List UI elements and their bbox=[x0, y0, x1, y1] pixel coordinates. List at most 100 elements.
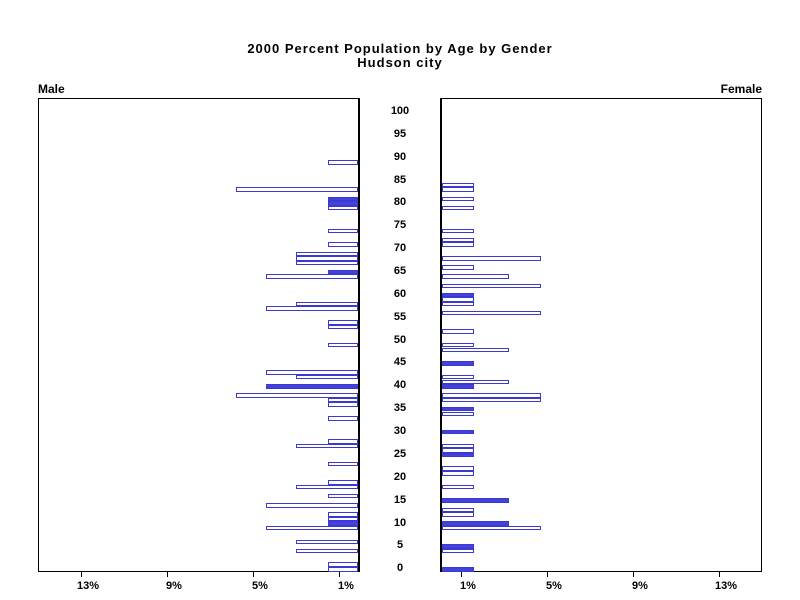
male-bar-age-27 bbox=[296, 443, 358, 448]
female-bar-age-38 bbox=[442, 393, 541, 398]
female-tick-1pct bbox=[461, 572, 462, 577]
age-tick-label-60: 60 bbox=[393, 287, 407, 300]
female-bar-age-34 bbox=[442, 411, 474, 416]
age-tick-label-30: 30 bbox=[393, 425, 407, 437]
female-panel-label: Female bbox=[720, 82, 762, 96]
female-bar-age-40 bbox=[442, 384, 474, 389]
chart-subtitle: Hudson city bbox=[357, 55, 443, 70]
male-bar-age-33 bbox=[328, 416, 358, 421]
female-bar-age-25 bbox=[442, 452, 474, 458]
age-tick-label-5: 5 bbox=[396, 539, 404, 552]
male-tick-label-5pct: 5% bbox=[252, 580, 268, 592]
male-bar-age-79 bbox=[328, 205, 358, 211]
female-bar-age-60 bbox=[442, 292, 474, 298]
female-bar-age-35 bbox=[442, 406, 474, 412]
age-tick-label-95: 95 bbox=[393, 127, 407, 140]
male-bar-age-42 bbox=[296, 374, 358, 380]
male-bar-age-89 bbox=[328, 160, 358, 165]
age-tick-label-10: 10 bbox=[393, 516, 407, 529]
male-bar-age-4 bbox=[296, 548, 358, 554]
male-tick-label-9pct: 9% bbox=[166, 580, 182, 592]
female-bar-age-52 bbox=[442, 329, 474, 334]
female-axis-ticks bbox=[440, 572, 762, 577]
female-bar-age-71 bbox=[442, 242, 474, 247]
female-panel bbox=[440, 98, 762, 572]
female-bar-age-0 bbox=[442, 567, 474, 572]
male-bar-age-14 bbox=[266, 503, 358, 508]
male-bar-age-58 bbox=[296, 301, 358, 307]
female-bar-age-58 bbox=[442, 301, 474, 307]
female-bar-age-84 bbox=[442, 182, 474, 188]
male-bar-age-49 bbox=[328, 342, 358, 348]
age-tick-label-85: 85 bbox=[393, 173, 407, 186]
male-bar-age-12 bbox=[328, 512, 358, 517]
female-bar-age-83 bbox=[442, 187, 474, 192]
female-tick-label-9pct: 9% bbox=[632, 580, 648, 592]
male-tick-label-13pct: 13% bbox=[76, 580, 100, 592]
age-axis: 0 5 10 15 20 25 30 35 40 45 50 55 60 65 70 75 80 85 90 95 10… bbox=[360, 98, 440, 575]
age-tick-label-70: 70 bbox=[393, 242, 407, 255]
female-bar-age-62 bbox=[442, 283, 541, 288]
female-bar-age-21 bbox=[442, 471, 474, 476]
male-bar-age-19 bbox=[328, 480, 358, 485]
male-axis-ticks bbox=[38, 572, 360, 577]
male-panel bbox=[38, 98, 360, 572]
male-tick-1pct bbox=[339, 572, 340, 577]
female-bar-age-68 bbox=[442, 256, 541, 261]
female-tick-label-13pct: 13% bbox=[714, 580, 738, 592]
male-bar-age-68 bbox=[296, 256, 358, 261]
female-tick-13pct bbox=[719, 572, 720, 577]
female-bar-age-4 bbox=[442, 548, 474, 554]
male-bar-age-1 bbox=[328, 562, 358, 567]
female-bar-age-37 bbox=[442, 397, 541, 403]
age-tick-label-90: 90 bbox=[393, 150, 407, 163]
age-tick-label-65: 65 bbox=[393, 265, 407, 277]
male-bar-age-57 bbox=[266, 306, 358, 311]
male-tick-label-1pct: 1% bbox=[338, 580, 354, 592]
female-tick-9pct bbox=[633, 572, 634, 577]
female-bar-age-10 bbox=[442, 521, 509, 526]
female-bar-age-81 bbox=[442, 196, 474, 202]
age-tick-label-80: 80 bbox=[393, 196, 407, 209]
female-bar-age-26 bbox=[442, 448, 474, 453]
age-tick-label-0: 0 bbox=[396, 562, 404, 575]
age-tick-label-40: 40 bbox=[393, 379, 407, 392]
male-bar-age-10 bbox=[328, 521, 358, 526]
female-bar-age-64 bbox=[442, 274, 509, 279]
age-tick-label-75: 75 bbox=[393, 219, 407, 232]
male-bar-age-23 bbox=[328, 461, 358, 467]
male-tick-13pct bbox=[81, 572, 82, 577]
female-bar-age-22 bbox=[442, 466, 474, 471]
male-bar-age-40 bbox=[266, 384, 358, 389]
female-bar-age-15 bbox=[442, 498, 509, 503]
male-bar-age-36 bbox=[328, 402, 358, 407]
male-tick-9pct bbox=[167, 572, 168, 577]
male-bar-age-9 bbox=[266, 525, 358, 531]
female-bar-age-30 bbox=[442, 429, 474, 435]
age-tick-label-35: 35 bbox=[393, 402, 407, 415]
female-bar-age-56 bbox=[442, 310, 541, 316]
male-bar-age-43 bbox=[266, 370, 358, 375]
age-tick-label-25: 25 bbox=[393, 447, 407, 460]
age-tick-label-50: 50 bbox=[393, 333, 407, 346]
male-bar-age-38 bbox=[236, 393, 358, 398]
male-bar-age-16 bbox=[328, 493, 358, 499]
female-bar-age-12 bbox=[442, 512, 474, 517]
female-bar-age-42 bbox=[442, 374, 474, 380]
female-bar-age-9 bbox=[442, 525, 541, 531]
male-bar-age-71 bbox=[328, 242, 358, 247]
male-axis-tick-labels: 13% 9% 5% 1% bbox=[38, 580, 360, 594]
female-bar-age-74 bbox=[442, 228, 474, 234]
male-bar-age-83 bbox=[236, 187, 358, 192]
age-tick-label-45: 45 bbox=[393, 356, 407, 369]
female-bar-age-18 bbox=[442, 484, 474, 490]
female-bar-age-72 bbox=[442, 237, 474, 243]
female-axis-tick-labels: 1% 5% 9% 13% bbox=[440, 580, 762, 594]
female-bar-age-59 bbox=[442, 297, 474, 302]
female-bar-age-79 bbox=[442, 205, 474, 211]
female-tick-label-1pct: 1% bbox=[460, 580, 476, 592]
male-panel-label: Male bbox=[38, 82, 65, 96]
male-bar-age-18 bbox=[296, 484, 358, 490]
male-bar-age-81 bbox=[328, 196, 358, 202]
